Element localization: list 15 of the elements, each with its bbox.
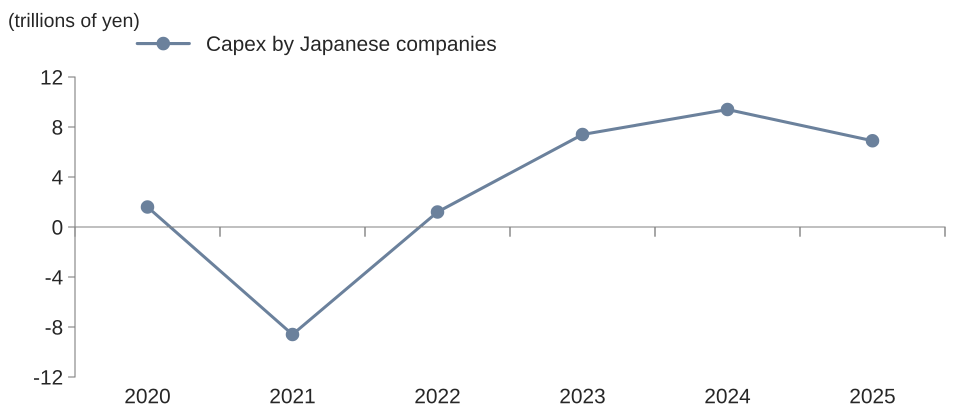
x-tick-label: 2021	[270, 388, 315, 404]
y-tick-label: -4	[46, 270, 63, 285]
x-tick-label: 2020	[125, 388, 170, 404]
y-tick-label: 4	[52, 170, 63, 185]
x-tick-label: 2022	[415, 388, 460, 404]
legend-label: Capex by Japanese companies	[207, 36, 496, 56]
x-tick-label: 2024	[705, 388, 750, 404]
y-tick-label: -8	[46, 320, 62, 335]
y-tick-label: -12	[34, 370, 62, 385]
y-tick-label: 12	[42, 70, 62, 85]
x-tick-label: 2025	[850, 388, 895, 404]
y-tick-label: 0	[52, 220, 62, 235]
x-tick-label: 2023	[560, 388, 605, 404]
y-tick-label: 8	[52, 120, 62, 135]
y-axis-title: (trillions of yen)	[9, 12, 139, 32]
